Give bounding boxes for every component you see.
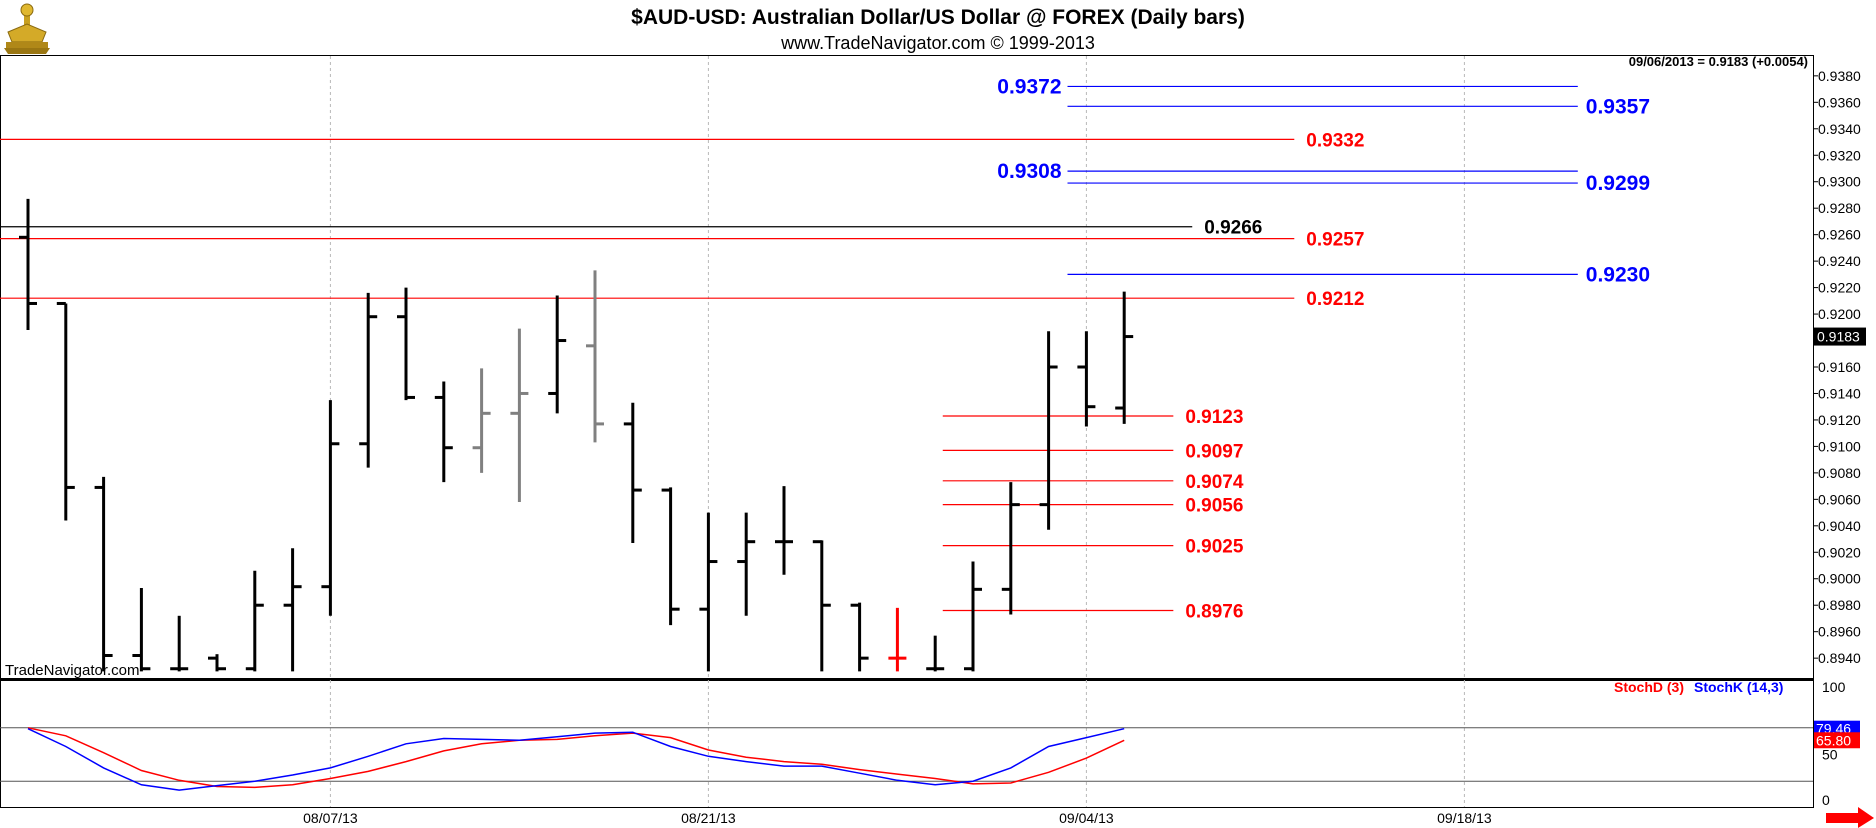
price-tick-label: 0.9240 (1818, 253, 1861, 269)
price-tick-label: 0.9260 (1818, 227, 1861, 243)
ohlc-bar (623, 402, 642, 544)
ohlc-bar (472, 368, 491, 473)
ohlc-bar (888, 607, 907, 672)
level-label: 0.9212 (1306, 289, 1364, 310)
ohlc-bar (926, 635, 945, 672)
ohlc-bar (132, 588, 151, 672)
ohlc-bar (359, 292, 378, 468)
price-tick-label: 0.9320 (1818, 147, 1861, 163)
level-label: 0.9299 (1586, 172, 1650, 195)
level-label: 0.9257 (1306, 230, 1364, 251)
level-label: 0.8976 (1185, 602, 1243, 623)
price-tick-label: 0.9140 (1818, 385, 1861, 401)
ohlc-bar (170, 615, 189, 672)
price-bars (19, 198, 1134, 672)
price-tick-label: 0.9360 (1818, 94, 1861, 110)
date-tick-label: 08/21/13 (681, 810, 736, 826)
ohlc-bar (1001, 482, 1020, 615)
level-label: 0.9056 (1185, 496, 1243, 517)
price-tick-label: 0.9160 (1818, 359, 1861, 375)
ohlc-bar (56, 301, 75, 521)
ohlc-bar (510, 328, 529, 502)
level-label: 0.9266 (1204, 218, 1262, 239)
ohlc-bar (964, 561, 982, 672)
ohlc-bar (1077, 331, 1096, 427)
ohlc-bar (321, 400, 340, 616)
chart-subtitle: www.TradeNavigator.com © 1999-2013 (780, 33, 1095, 53)
date-tick-label: 09/04/13 (1059, 810, 1114, 826)
ohlc-bar (208, 654, 226, 672)
ohlc-bar (737, 512, 756, 616)
ohlc-bar (850, 602, 869, 672)
level-label: 0.9074 (1185, 472, 1244, 493)
date-tick-label: 08/07/13 (303, 810, 358, 826)
price-panel-frame (0, 55, 1814, 679)
price-levels: 0.9372 0.9357 0.9332 0.9308 0.9299 0.9266 0.92… (0, 75, 1650, 623)
ohlc-bar (812, 540, 831, 672)
last-price-label: 0.9183 (1817, 329, 1860, 345)
stochk-line (27, 727, 1125, 791)
ohlc-bar (94, 476, 113, 672)
price-tick-label: 0.9280 (1818, 200, 1861, 216)
stoch-tick-label: 0 (1822, 792, 1830, 808)
ohlc-bar (19, 198, 37, 330)
date-tick-label: 09/18/13 (1437, 810, 1492, 826)
ohlc-bar (775, 486, 793, 575)
ohlc-bar (661, 487, 680, 626)
price-tick-label: 0.9020 (1818, 544, 1861, 560)
ohlc-bar (699, 512, 718, 672)
level-label: 0.9357 (1586, 95, 1650, 118)
price-tick-label: 0.9380 (1818, 68, 1861, 84)
grid-layer (329, 56, 1465, 807)
ohlc-bar (1039, 331, 1058, 530)
ohlc-bar (245, 570, 264, 672)
stoch-tick-label: 50 (1822, 747, 1838, 763)
level-label: 0.9230 (1586, 263, 1650, 286)
price-tick-label: 0.9200 (1818, 306, 1861, 322)
price-tick-label: 0.8940 (1818, 650, 1861, 666)
ohlc-bar (586, 270, 604, 443)
indicator-panel-frame (0, 680, 1814, 808)
price-tick-label: 0.9220 (1818, 280, 1861, 296)
stochd-last-badge (1814, 732, 1860, 749)
ohlc-bar (1115, 291, 1134, 424)
price-tick-label: 0.9120 (1818, 412, 1861, 428)
price-tick-label: 0.9040 (1818, 518, 1861, 534)
level-label: 0.9372 (997, 75, 1061, 98)
price-tick-label: 0.9100 (1818, 438, 1861, 454)
price-tick-label: 0.8960 (1818, 624, 1861, 640)
level-label: 0.9123 (1185, 407, 1243, 428)
price-tick-label: 0.9000 (1818, 571, 1861, 587)
price-tick-label: 0.9300 (1818, 174, 1861, 190)
chart-title: $AUD-USD: Australian Dollar/US Dollar @ … (631, 6, 1245, 29)
level-label: 0.9308 (997, 160, 1062, 183)
ohlc-bar (548, 295, 567, 414)
price-tick-label: 0.9340 (1818, 121, 1861, 137)
price-tick-label: 0.9060 (1818, 491, 1861, 507)
last-price-badge (1814, 327, 1866, 346)
level-label: 0.9332 (1306, 130, 1364, 151)
watermark: TradeNavigator.com (5, 662, 140, 679)
stochk-legend: StochK (14,3) (1694, 679, 1783, 695)
level-label: 0.9025 (1185, 537, 1244, 558)
ohlc-bar (434, 381, 453, 483)
scroll-right-arrow-icon[interactable] (1826, 807, 1874, 828)
stochd-last-label: 65.80 (1816, 732, 1851, 748)
date-axis: 08/07/13 08/21/13 09/04/13 09/18/13 (303, 810, 1492, 826)
stoch-tick-label: 100 (1822, 679, 1846, 695)
ohlc-bar (397, 287, 415, 401)
price-axis: 0.9380 0.9360 0.9340 0.9320 0.9300 0.9280 0.92… (1813, 68, 1866, 666)
level-label: 0.9097 (1185, 441, 1243, 462)
ohlc-bar (283, 548, 302, 672)
trade-navigator-logo (4, 3, 50, 54)
stochd-line (27, 727, 1125, 789)
price-tick-label: 0.8980 (1818, 597, 1861, 613)
last-quote-label: 09/06/2013 = 0.9183 (+0.0054) (1629, 54, 1808, 69)
stochd-legend: StochD (3) (1614, 679, 1684, 695)
price-tick-label: 0.9080 (1818, 465, 1861, 481)
